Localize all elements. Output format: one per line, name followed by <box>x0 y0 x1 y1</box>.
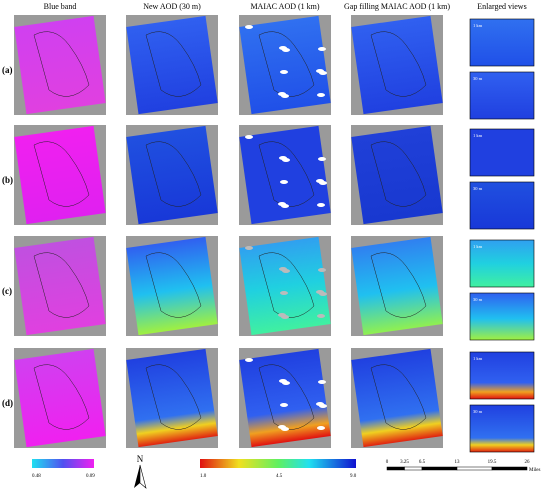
enlarged-label: 1 km <box>473 23 483 28</box>
image-panel <box>126 15 218 115</box>
image-panel <box>351 348 443 448</box>
column-header: MAIAC AOD (1 km) <box>250 2 319 11</box>
panels: Blue band New AOD (30 m) MAIAC AOD (1 km) G… <box>2 2 535 453</box>
row-label: (a) <box>2 65 13 75</box>
legend-min: 0.48 <box>32 474 41 479</box>
north-label: N <box>137 454 144 464</box>
colorbar <box>32 459 94 468</box>
scale-label: 6.5 <box>419 460 426 465</box>
image-panel <box>239 15 331 115</box>
scale-unit: Miles <box>529 468 540 473</box>
enlarged-view <box>469 292 535 341</box>
column-header: Gap filling MAIAC AOD (1 km) <box>344 2 450 11</box>
image-panel <box>351 15 443 115</box>
image-panel <box>126 348 218 448</box>
image-panel <box>14 15 106 115</box>
enlarged-view <box>469 351 535 400</box>
enlarged-view <box>469 181 535 230</box>
blue-band-legend: 0.48 0.09 <box>32 459 95 479</box>
scale-label: 3.25 <box>400 460 409 465</box>
image-panel <box>239 125 331 225</box>
enlarged-view <box>469 239 535 288</box>
enlarged-view <box>469 71 535 120</box>
scale-label: 0 <box>386 460 389 465</box>
enlarged-view <box>469 18 535 67</box>
scale-label: 26 <box>525 460 531 465</box>
column-header: Enlarged views <box>477 2 526 11</box>
image-panel <box>351 236 443 336</box>
legend-max: 0.09 <box>86 474 95 479</box>
image-panel <box>126 236 218 336</box>
north-arrow: N <box>134 454 147 489</box>
scale-label: 13 <box>455 460 461 465</box>
enlarged-label: 30 m <box>473 76 483 81</box>
row-label: (d) <box>2 398 13 408</box>
enlarged-label: 1 km <box>473 133 483 138</box>
enlarged-label: 30 m <box>473 186 483 191</box>
image-panel <box>14 125 106 225</box>
enlarged-label: 1 km <box>473 244 483 249</box>
image-panel <box>239 236 331 336</box>
image-panel <box>14 348 106 448</box>
column-header: New AOD (30 m) <box>143 2 201 11</box>
enlarged-view <box>469 404 535 453</box>
image-panel <box>239 348 331 448</box>
colorbar <box>200 459 356 468</box>
row-label: (b) <box>2 175 13 185</box>
legend-label: 1.0 <box>200 474 207 479</box>
scale-bar: 0 3.25 6.5 13 19.5 26 Miles <box>386 460 541 473</box>
column-header: Blue band <box>44 2 77 11</box>
enlarged-label: 30 m <box>473 409 483 414</box>
image-panel <box>351 125 443 225</box>
scale-label: 19.5 <box>488 460 497 465</box>
enlarged-label: 1 km <box>473 356 483 361</box>
image-panel <box>126 125 218 225</box>
image-panel <box>14 236 106 336</box>
aod-legend: 1.0 4.5 9.0 <box>200 459 357 479</box>
legend-label: 4.5 <box>276 474 283 479</box>
enlarged-view <box>469 128 535 177</box>
legend-label: 9.0 <box>350 474 357 479</box>
row-label: (c) <box>2 286 12 296</box>
enlarged-label: 30 m <box>473 297 483 302</box>
